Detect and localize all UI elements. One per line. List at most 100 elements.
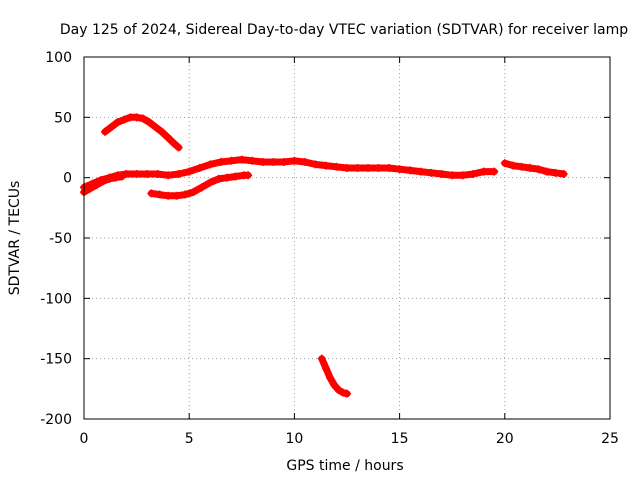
data-point: [458, 171, 467, 180]
data-point: [517, 162, 526, 171]
x-axis-label: GPS time / hours: [286, 458, 403, 474]
y-tick-label: 100: [45, 50, 72, 66]
data-point: [332, 162, 341, 171]
data-point: [216, 157, 225, 166]
data-point: [107, 122, 116, 131]
data-point: [353, 164, 362, 173]
data-point: [206, 178, 215, 187]
data-point: [119, 115, 128, 124]
series-arc-2: [80, 172, 126, 197]
data-point: [290, 156, 299, 165]
data-point: [448, 171, 457, 180]
data-point: [534, 165, 543, 174]
tick-layer: 0 5 10 15 20 25 100 50 0 -50 -100 -150 -200: [40, 50, 619, 447]
data-point: [406, 166, 415, 175]
data-point: [385, 164, 394, 173]
data-point: [469, 170, 478, 179]
y-tick-label: 50: [54, 110, 72, 126]
data-point: [172, 191, 181, 200]
data-point: [551, 168, 560, 177]
data-point: [231, 172, 240, 181]
data-point: [437, 170, 446, 179]
data-point: [311, 160, 320, 169]
data-point: [185, 167, 194, 176]
data-point: [416, 167, 425, 176]
data-point: [206, 160, 215, 169]
data-point: [189, 188, 198, 197]
data-point: [334, 386, 343, 395]
data-point: [338, 388, 347, 397]
data-point: [195, 164, 204, 173]
x-tick-label: 10: [285, 431, 303, 447]
y-tick-label: 0: [63, 171, 72, 187]
data-point: [374, 164, 383, 173]
data-point: [542, 167, 551, 176]
grid-layer: [84, 57, 610, 419]
data-point: [326, 373, 335, 382]
x-tick-label: 0: [80, 431, 89, 447]
data-point: [248, 156, 257, 165]
data-point: [258, 157, 267, 166]
data-point: [490, 167, 499, 176]
data-point: [330, 381, 339, 390]
series-arc-4: [147, 171, 253, 200]
data-point: [170, 139, 179, 148]
data-point: [101, 127, 110, 136]
data-point: [237, 155, 246, 164]
y-tick-label: -50: [49, 231, 72, 247]
data-point: [105, 174, 114, 183]
data-point: [526, 164, 535, 173]
data-point: [117, 172, 126, 181]
data-point: [227, 156, 236, 165]
x-tick-label: 25: [601, 431, 619, 447]
data-point: [98, 177, 107, 186]
data-point: [153, 170, 162, 179]
data-point: [180, 190, 189, 199]
data-point: [86, 184, 95, 193]
y-tick-label: -100: [40, 291, 72, 307]
data-point: [164, 133, 173, 142]
data-point: [92, 180, 101, 189]
data-point: [500, 159, 509, 168]
data-point: [427, 168, 436, 177]
data-point: [300, 157, 309, 166]
data-point: [364, 164, 373, 173]
data-point: [132, 170, 141, 179]
data-point: [113, 118, 122, 127]
data-point: [145, 118, 154, 127]
data-point: [343, 164, 351, 173]
data-point: [174, 170, 183, 179]
series-arc-5: [317, 354, 351, 398]
data-point: [132, 113, 141, 122]
data-point: [317, 354, 326, 363]
data-point: [157, 127, 166, 136]
data-point: [164, 171, 173, 180]
data-point: [269, 157, 278, 166]
data-point: [343, 389, 351, 398]
data-point: [111, 173, 120, 182]
data-point: [279, 157, 288, 166]
data-point: [164, 191, 173, 200]
data-point: [559, 170, 568, 179]
x-tick-label: 20: [496, 431, 514, 447]
y-axis-label: SDTVAR / TECUs: [7, 181, 23, 296]
data-layer: [80, 113, 568, 398]
data-point: [214, 174, 223, 183]
series-arc-3: [101, 113, 183, 152]
data-point: [147, 189, 156, 198]
data-point: [244, 171, 253, 180]
data-point: [174, 143, 183, 152]
y-tick-label: -150: [40, 352, 72, 368]
y-tick-label: -200: [40, 412, 72, 428]
chart-title: Day 125 of 2024, Sidereal Day-to-day VTE…: [60, 22, 628, 38]
data-point: [143, 170, 152, 179]
data-point: [197, 183, 206, 192]
data-point: [151, 122, 160, 131]
data-point: [321, 364, 330, 373]
data-point: [395, 165, 404, 174]
series-arc-6: [500, 159, 568, 179]
data-point: [155, 190, 164, 199]
data-point: [479, 167, 488, 176]
